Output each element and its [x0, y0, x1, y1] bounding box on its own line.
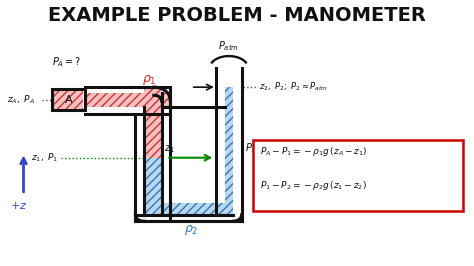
Bar — [144, 87, 162, 158]
Text: EXAMPLE PROBLEM - MANOMETER: EXAMPLE PROBLEM - MANOMETER — [48, 6, 426, 25]
Bar — [225, 87, 233, 215]
Text: $\rho_2$: $\rho_2$ — [184, 223, 199, 237]
Text: $z_1,\ P_1$: $z_1,\ P_1$ — [31, 151, 59, 164]
Text: $\rho_1$: $\rho_1$ — [142, 73, 157, 87]
Bar — [144, 202, 233, 215]
Text: $P_A - P_1 = -\rho_1 g\,(z_A - z_1)$: $P_A - P_1 = -\rho_1 g\,(z_A - z_1)$ — [260, 145, 368, 158]
Bar — [52, 89, 84, 110]
Text: $P_1 - P_2 = -\rho_2 g\,(z_1 - z_2)$: $P_1 - P_2 = -\rho_2 g\,(z_1 - z_2)$ — [260, 179, 367, 192]
Text: $P_{atm}$: $P_{atm}$ — [219, 39, 239, 53]
Bar — [85, 93, 170, 107]
Text: $P_A = ?$: $P_A = ?$ — [52, 56, 82, 69]
Bar — [54, 90, 83, 109]
Text: $P_1$: $P_1$ — [246, 141, 257, 155]
Text: $z_2,\ P_2;\ P_2 \approx P_{atm}$: $z_2,\ P_2;\ P_2 \approx P_{atm}$ — [259, 81, 328, 93]
Bar — [144, 212, 233, 215]
Bar — [253, 140, 464, 211]
Text: $z_1$: $z_1$ — [164, 143, 175, 155]
Text: $z_A,\ P_A$: $z_A,\ P_A$ — [7, 94, 35, 106]
Bar — [144, 158, 233, 215]
Bar — [144, 158, 162, 215]
Text: $+z$: $+z$ — [9, 200, 27, 211]
Bar — [170, 87, 263, 107]
Text: A: A — [64, 95, 72, 105]
